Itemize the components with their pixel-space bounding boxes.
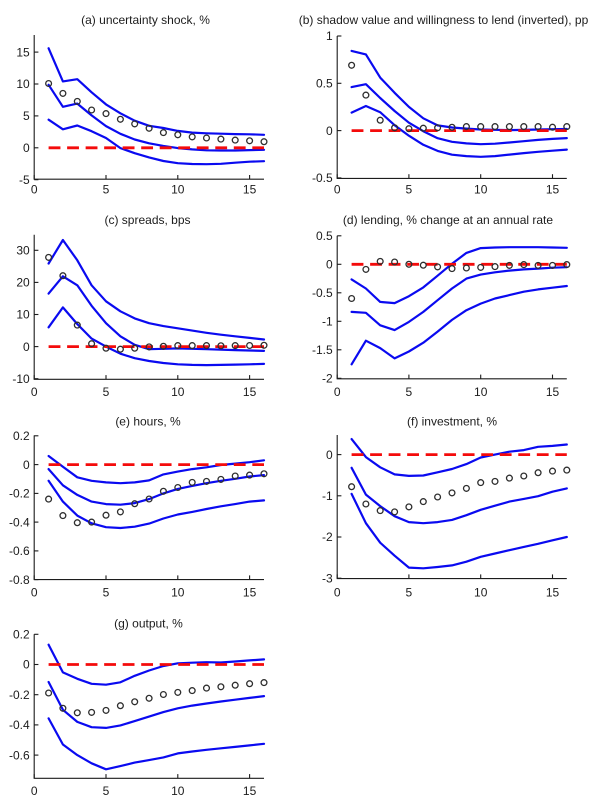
svg-text:5: 5 xyxy=(103,385,110,399)
svg-text:0.2: 0.2 xyxy=(13,628,30,642)
svg-text:(e) hours, %: (e) hours, % xyxy=(115,415,181,429)
svg-text:(c) spreads, bps: (c) spreads, bps xyxy=(104,213,190,227)
svg-text:15: 15 xyxy=(243,385,257,399)
svg-text:-1.5: -1.5 xyxy=(312,343,333,357)
svg-text:10: 10 xyxy=(16,308,30,322)
svg-text:10: 10 xyxy=(474,183,488,197)
svg-text:-0.4: -0.4 xyxy=(9,515,30,529)
svg-text:0: 0 xyxy=(334,385,341,399)
svg-text:-2: -2 xyxy=(322,530,333,544)
svg-text:30: 30 xyxy=(16,244,30,258)
svg-text:5: 5 xyxy=(406,183,413,197)
svg-text:0: 0 xyxy=(23,458,30,472)
svg-text:0.2: 0.2 xyxy=(13,429,30,443)
svg-text:-1: -1 xyxy=(322,315,333,329)
svg-text:-0.2: -0.2 xyxy=(9,688,30,702)
svg-text:10: 10 xyxy=(474,586,488,600)
svg-text:(d) lending, % change at an an: (d) lending, % change at an annual rate xyxy=(343,213,553,227)
svg-text:15: 15 xyxy=(243,586,257,600)
svg-text:0: 0 xyxy=(31,784,38,798)
svg-text:5: 5 xyxy=(406,385,413,399)
svg-text:10: 10 xyxy=(171,784,185,798)
svg-text:-2: -2 xyxy=(322,372,333,386)
svg-text:0: 0 xyxy=(23,340,30,354)
svg-text:15: 15 xyxy=(243,183,257,197)
svg-text:(b) shadow value and willingne: (b) shadow value and willingness to lend… xyxy=(299,13,589,27)
svg-text:10: 10 xyxy=(171,183,185,197)
svg-text:5: 5 xyxy=(103,784,110,798)
svg-text:0.5: 0.5 xyxy=(316,77,333,91)
svg-text:15: 15 xyxy=(546,183,560,197)
svg-text:-0.8: -0.8 xyxy=(9,573,30,587)
svg-text:-0.5: -0.5 xyxy=(312,286,333,300)
svg-text:15: 15 xyxy=(546,385,560,399)
svg-text:1: 1 xyxy=(326,29,333,43)
svg-text:10: 10 xyxy=(171,385,185,399)
svg-text:10: 10 xyxy=(16,77,30,91)
svg-text:-3: -3 xyxy=(322,571,333,585)
svg-text:-5: -5 xyxy=(19,173,30,187)
svg-text:15: 15 xyxy=(546,586,560,600)
svg-text:15: 15 xyxy=(16,45,30,59)
svg-text:5: 5 xyxy=(103,183,110,197)
svg-text:(f) investment, %: (f) investment, % xyxy=(407,415,497,429)
svg-text:5: 5 xyxy=(406,586,413,600)
svg-text:-0.6: -0.6 xyxy=(9,748,30,762)
svg-text:0: 0 xyxy=(31,183,38,197)
svg-text:-0.6: -0.6 xyxy=(9,544,30,558)
svg-text:0.5: 0.5 xyxy=(316,229,333,243)
svg-text:0: 0 xyxy=(23,658,30,672)
svg-text:(a) uncertainty shock, %: (a) uncertainty shock, % xyxy=(81,13,210,27)
svg-text:15: 15 xyxy=(243,784,257,798)
svg-text:5: 5 xyxy=(103,586,110,600)
svg-text:0: 0 xyxy=(326,124,333,138)
svg-text:0: 0 xyxy=(31,385,38,399)
svg-text:-10: -10 xyxy=(12,372,30,386)
svg-text:0: 0 xyxy=(23,141,30,155)
svg-text:0: 0 xyxy=(326,258,333,272)
svg-text:10: 10 xyxy=(171,586,185,600)
svg-text:0: 0 xyxy=(334,586,341,600)
svg-text:10: 10 xyxy=(474,385,488,399)
svg-text:20: 20 xyxy=(16,276,30,290)
svg-text:-0.2: -0.2 xyxy=(9,487,30,501)
svg-text:-0.5: -0.5 xyxy=(312,171,333,185)
svg-text:-0.4: -0.4 xyxy=(9,718,30,732)
svg-text:5: 5 xyxy=(23,109,30,123)
svg-text:-1: -1 xyxy=(322,489,333,503)
svg-text:0: 0 xyxy=(334,183,341,197)
svg-text:0: 0 xyxy=(326,448,333,462)
svg-text:(g) output, %: (g) output, % xyxy=(114,617,183,631)
svg-text:0: 0 xyxy=(31,586,38,600)
